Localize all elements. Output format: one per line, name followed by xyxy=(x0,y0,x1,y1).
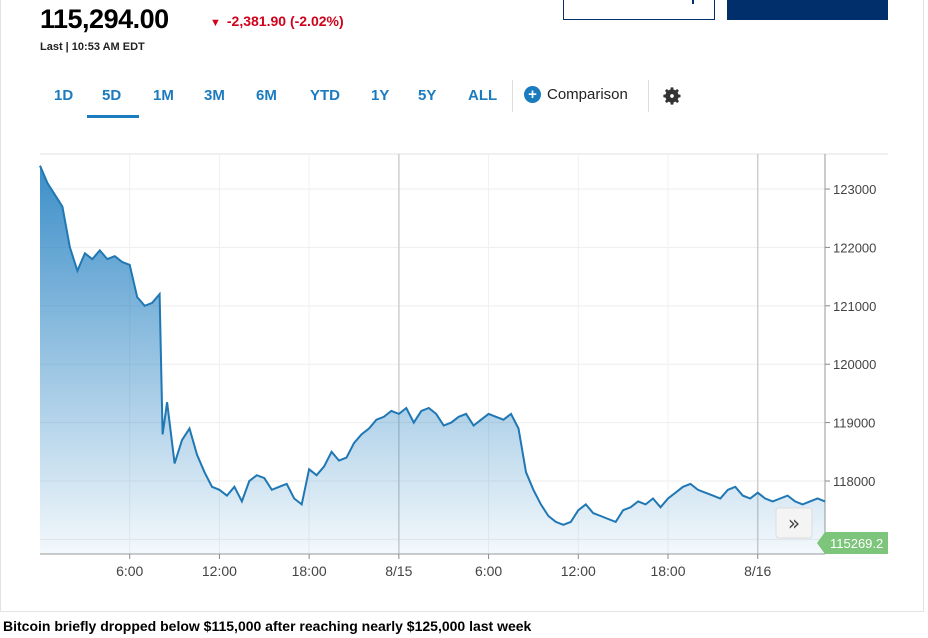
last-updated: Last | 10:53 AM EDT xyxy=(40,41,145,53)
price-area xyxy=(40,165,825,554)
comparison-label: Comparison xyxy=(547,86,628,103)
y-tick-label: 121000 xyxy=(833,299,876,314)
tab-ytd[interactable]: YTD xyxy=(310,87,340,104)
tab-5d[interactable]: 5D xyxy=(102,87,122,104)
y-tick-label: 119000 xyxy=(833,416,875,431)
last-price-marker: 115269.2 xyxy=(817,532,888,554)
active-tab-indicator xyxy=(87,115,139,118)
plus-circle-icon: + xyxy=(524,86,541,103)
price-chart: 1230001220001210001200001190001180001170… xyxy=(39,153,888,579)
scroll-forward-button[interactable]: » xyxy=(775,507,813,539)
price-change-value: -2,381.90 (-2.02%) xyxy=(226,13,344,29)
primary-button[interactable] xyxy=(727,0,888,20)
last-price: 115,294.00 xyxy=(40,4,169,34)
tab-1m[interactable]: 1M xyxy=(153,87,174,104)
x-tick-label: 6:00 xyxy=(475,563,502,579)
tab-5y[interactable]: 5Y xyxy=(418,87,437,104)
x-tick-label: 8/16 xyxy=(744,563,771,579)
price-change: ▼ -2,381.90 (-2.02%) xyxy=(210,13,344,29)
chart-caption: Bitcoin briefly dropped below $115,000 a… xyxy=(3,618,532,634)
quote-panel xyxy=(0,0,924,612)
y-tick-label: 123000 xyxy=(833,182,876,197)
x-tick-label: 8/15 xyxy=(385,563,412,579)
divider xyxy=(648,80,649,112)
divider xyxy=(512,80,513,112)
last-price-tag: 115269.2 xyxy=(830,536,883,551)
x-tick-label: 18:00 xyxy=(292,563,327,579)
x-tick-label: 12:00 xyxy=(202,563,237,579)
double-chevron-right-icon: » xyxy=(788,511,800,535)
y-tick-label: 120000 xyxy=(833,357,876,372)
outline-button[interactable] xyxy=(563,0,715,20)
price-line xyxy=(39,165,826,526)
tab-6m[interactable]: 6M xyxy=(256,87,277,104)
gear-icon[interactable] xyxy=(661,85,683,107)
tab-1d[interactable]: 1D xyxy=(54,87,74,104)
x-tick-label: 12:00 xyxy=(561,563,596,579)
comparison-button[interactable]: + Comparison xyxy=(524,86,628,103)
y-tick-label: 122000 xyxy=(833,240,876,255)
tab-1y[interactable]: 1Y xyxy=(371,87,390,104)
tab-3m[interactable]: 3M xyxy=(204,87,225,104)
y-tick-label: 118000 xyxy=(833,474,875,489)
button-edge-mark xyxy=(692,0,694,4)
x-tick-label: 18:00 xyxy=(650,563,685,579)
x-tick-label: 6:00 xyxy=(116,563,143,579)
down-triangle-icon: ▼ xyxy=(210,17,221,29)
tab-all[interactable]: ALL xyxy=(468,87,498,104)
